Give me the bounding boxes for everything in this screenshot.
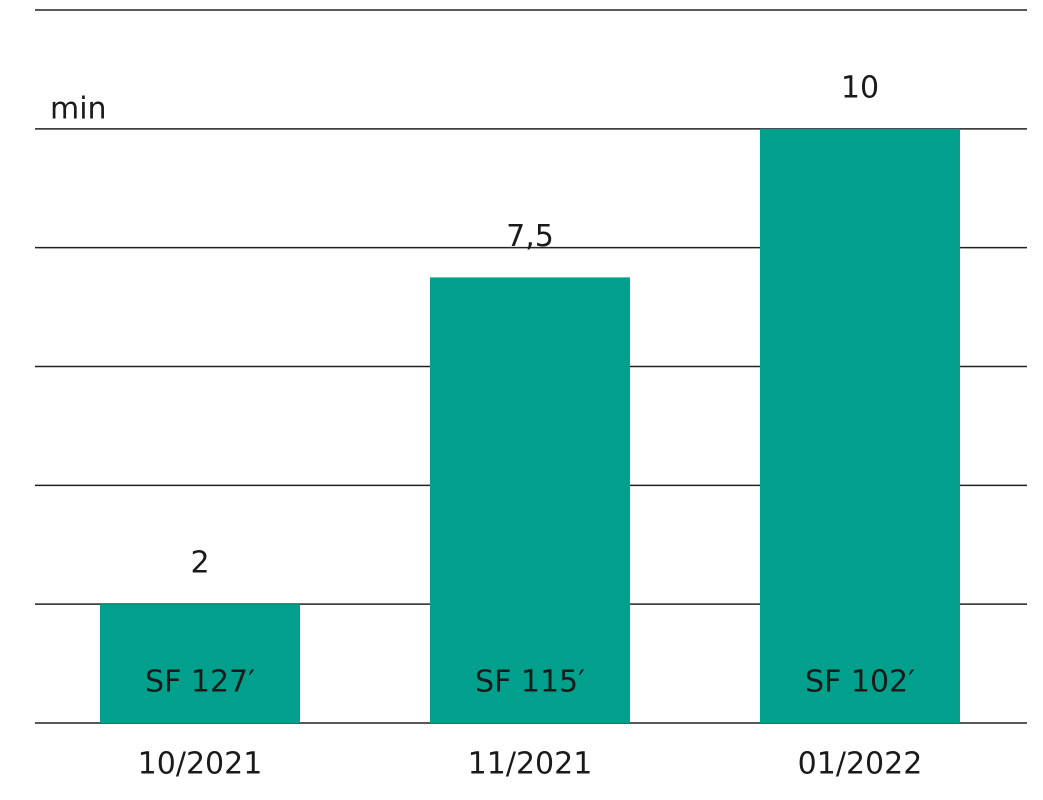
x-tick-label: 10/2021 [138,747,263,782]
value-label: 10 [841,70,879,105]
bar-label: SF 127′ [145,665,255,700]
x-tick-label: 11/2021 [468,747,593,782]
value-label: 7,5 [506,219,554,254]
bar [100,604,300,723]
bar-label: SF 102′ [805,665,915,700]
bar [760,128,960,724]
y-axis-label: min [50,92,107,127]
x-tick-label: 01/2022 [798,747,923,782]
bar-label: SF 115′ [475,665,585,700]
bar [430,277,630,723]
value-label: 2 [190,546,209,581]
